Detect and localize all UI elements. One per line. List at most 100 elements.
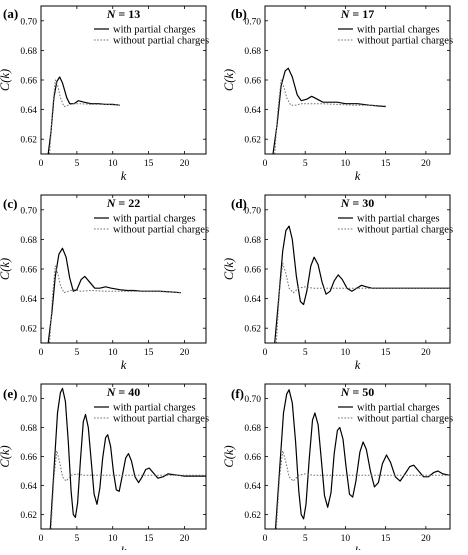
panel-title-value: = 22 [118,196,140,210]
panel-label: (f) [231,386,244,401]
y-tick-label: 0.66 [20,453,37,463]
y-axis-title: C(k) [222,69,236,91]
x-tick-label: 15 [144,159,154,169]
series-line-without-partial-charges [50,450,206,529]
x-tick-label: 20 [180,159,190,169]
panel-label: (c) [3,196,17,211]
series-line-without-partial-charges [275,450,450,529]
panel-title: N = 30 [340,196,375,210]
x-tick-label: 10 [341,159,351,169]
series-line-without-partial-charges [49,265,181,343]
y-axis-title: C(k) [0,69,12,91]
chart-panel-b: (b) N = 17 0.62 0.64 0.66 0.68 0.70 0 5 10 15 20 k C(k… [222,5,453,183]
x-tick-label: 15 [144,348,154,358]
x-tick-label: 5 [303,534,308,544]
x-tick-label: 0 [39,534,44,544]
series-line-with-partial-charges [274,389,450,529]
panel-title: N = 13 [106,7,141,21]
y-tick-label: 0.62 [244,325,261,335]
panel-label: (b) [231,6,247,21]
panel-title-variable: N [106,385,117,399]
panel-label: (d) [231,196,247,211]
y-tick-label: 0.70 [20,206,37,216]
legend-label-with: with partial charges [357,25,440,36]
y-tick-label: 0.70 [20,17,37,27]
x-tick-label: 5 [74,348,79,358]
plot-frame [40,194,207,344]
series-line-with-partial-charges [47,247,181,343]
y-tick-label: 0.62 [20,511,37,521]
y-tick-label: 0.66 [244,453,261,463]
x-tick-label: 20 [180,348,190,358]
series-line-with-partial-charges [274,225,450,343]
y-tick-label: 0.62 [20,136,37,146]
plot-frame [40,5,207,155]
x-tick-label: 20 [421,159,431,169]
panel-title-value: = 50 [352,385,374,399]
y-axis-title: C(k) [222,445,236,467]
legend-label-without: without partial charges [357,36,453,47]
series-line-with-partial-charges [47,76,120,154]
x-tick-label: 10 [108,159,118,169]
x-tick-label: 5 [303,159,308,169]
y-axis-title: C(k) [222,258,236,280]
x-tick-label: 10 [108,534,118,544]
x-tick-label: 20 [180,534,190,544]
series-line-with-partial-charges [49,387,206,529]
series-line-without-partial-charges [274,79,386,154]
y-tick-label: 0.70 [244,17,261,27]
legend-label-without: without partial charges [113,414,209,425]
panel-title: N = 50 [340,385,375,399]
panel-label: (a) [3,6,18,21]
y-tick-label: 0.68 [244,47,261,57]
series-line-without-partial-charges [49,79,120,154]
x-tick-label: 10 [341,348,351,358]
x-axis-title: k [355,358,361,372]
chart-panel-e: (e) N= 40 0.62 0.64 0.66 0.68 0.70 0 5 10 15 20 k C(k… [0,383,209,555]
y-tick-label: 0.68 [20,424,37,434]
panel-label: (e) [3,386,17,401]
chart-panel-d: (d) N = 30 0.62 0.64 0.66 0.68 0.70 0 5 10 15 20 k C(k… [222,194,453,372]
x-tick-label: 0 [263,348,268,358]
chart-panel-c: (c) N = 22 0.62 0.64 0.66 0.68 0.70 0 5 10 15 20 k C(k… [0,194,209,372]
x-tick-label: 0 [263,534,268,544]
panel-title: N = 40 [106,385,141,399]
y-tick-label: 0.70 [244,206,261,216]
legend-label-with: with partial charges [113,403,196,414]
x-tick-label: 15 [381,534,391,544]
y-tick-label: 0.64 [20,295,37,305]
x-tick-label: 0 [263,159,268,169]
y-tick-label: 0.68 [244,236,261,246]
panel-title-value: = 40 [118,385,140,399]
y-tick-label: 0.64 [20,106,37,116]
x-tick-label: 15 [381,348,391,358]
legend-label-without: without partial charges [113,36,209,47]
legend-label-with: with partial charges [113,214,196,225]
y-tick-label: 0.64 [20,482,37,492]
y-tick-label: 0.70 [244,395,261,405]
x-axis-title: k [355,169,361,183]
x-tick-label: 15 [144,534,154,544]
y-tick-label: 0.62 [244,511,261,521]
y-tick-label: 0.64 [244,482,261,492]
panel-title-variable: N [106,196,117,210]
x-tick-label: 20 [421,534,431,544]
series-line-without-partial-charges [275,262,450,343]
panel-title-value: = 17 [352,7,374,21]
panel-title: N = 22 [106,196,141,210]
x-tick-label: 5 [74,534,79,544]
y-tick-label: 0.66 [244,266,261,276]
legend-label-without: without partial charges [113,225,209,236]
y-tick-label: 0.64 [244,295,261,305]
legend-label-with: with partial charges [357,214,440,225]
y-tick-label: 0.68 [20,236,37,246]
x-tick-label: 5 [303,348,308,358]
x-tick-label: 20 [421,348,431,358]
plot-frame [264,383,451,530]
y-tick-label: 0.62 [20,325,37,335]
y-tick-label: 0.70 [20,395,37,405]
y-axis-title: C(k) [0,258,12,280]
x-tick-label: 10 [341,534,351,544]
